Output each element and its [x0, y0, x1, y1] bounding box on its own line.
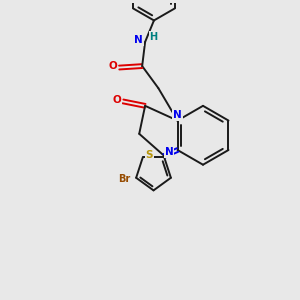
- Text: N: N: [165, 147, 174, 158]
- Text: Br: Br: [118, 174, 130, 184]
- Text: S: S: [146, 150, 153, 160]
- Text: H: H: [149, 32, 158, 42]
- Text: O: O: [108, 61, 117, 71]
- Text: O: O: [112, 95, 121, 105]
- Text: N: N: [134, 35, 143, 46]
- Text: N: N: [173, 110, 182, 120]
